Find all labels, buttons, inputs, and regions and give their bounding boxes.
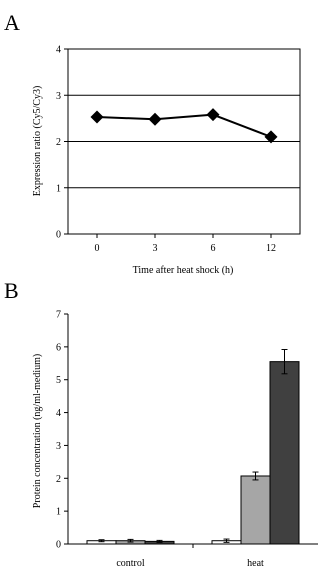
panel-a-ytick-label: 0 bbox=[56, 230, 61, 241]
panel-a-series-line bbox=[96, 113, 272, 138]
panel-b-ytick-label: 3 bbox=[56, 441, 61, 452]
panel-b-ytick-label: 2 bbox=[56, 474, 61, 485]
panel-b-bar bbox=[269, 361, 300, 545]
panel-a-ytick-label: 4 bbox=[56, 45, 61, 56]
panel-a-label: A bbox=[4, 10, 20, 35]
panel-b-label: B bbox=[4, 278, 19, 303]
panel-a-data-point bbox=[264, 130, 278, 144]
panel-b-category-label: control bbox=[116, 558, 145, 569]
panel-b-ytick-label: 6 bbox=[56, 342, 61, 353]
panel-a-xtick-label: 0 bbox=[95, 243, 100, 254]
panel-a-ytick-label: 1 bbox=[56, 183, 61, 194]
panel-a-data-point bbox=[90, 110, 104, 124]
panel-a-xtick-label: 3 bbox=[153, 243, 158, 254]
panel-a-ytick-label: 3 bbox=[56, 91, 61, 102]
panel-b-ytick-label: 4 bbox=[56, 408, 61, 419]
panel-b-ytick-label: 1 bbox=[56, 507, 61, 518]
panel-b-bar bbox=[240, 475, 271, 545]
panel-b-ytick-label: 0 bbox=[56, 540, 61, 551]
panel-a-data-point bbox=[206, 108, 220, 122]
panel-b-ylabel: Protein concentration (ng/ml-medium) bbox=[32, 354, 43, 508]
panel-b-ytick-label: 7 bbox=[56, 310, 61, 321]
panel-a-ylabel: Expression ratio (Cy5/Cy3) bbox=[32, 86, 43, 197]
panel-b-chart: Protein concentration (ng/ml-medium) 0 1 2… bbox=[32, 310, 318, 569]
panel-a-ytick-label: 2 bbox=[56, 137, 61, 148]
panel-b-ytick-label: 5 bbox=[56, 375, 61, 386]
panel-a-chart: Expression ratio (Cy5/Cy3) Time after he… bbox=[32, 45, 301, 276]
panel-b-category-label: heat bbox=[247, 558, 264, 569]
panel-a-data-point bbox=[148, 112, 162, 126]
panel-a-xtick-label: 12 bbox=[266, 243, 276, 254]
panel-a-xlabel: Time after heat shock (h) bbox=[133, 265, 234, 276]
panel-a-xtick-label: 6 bbox=[211, 243, 216, 254]
